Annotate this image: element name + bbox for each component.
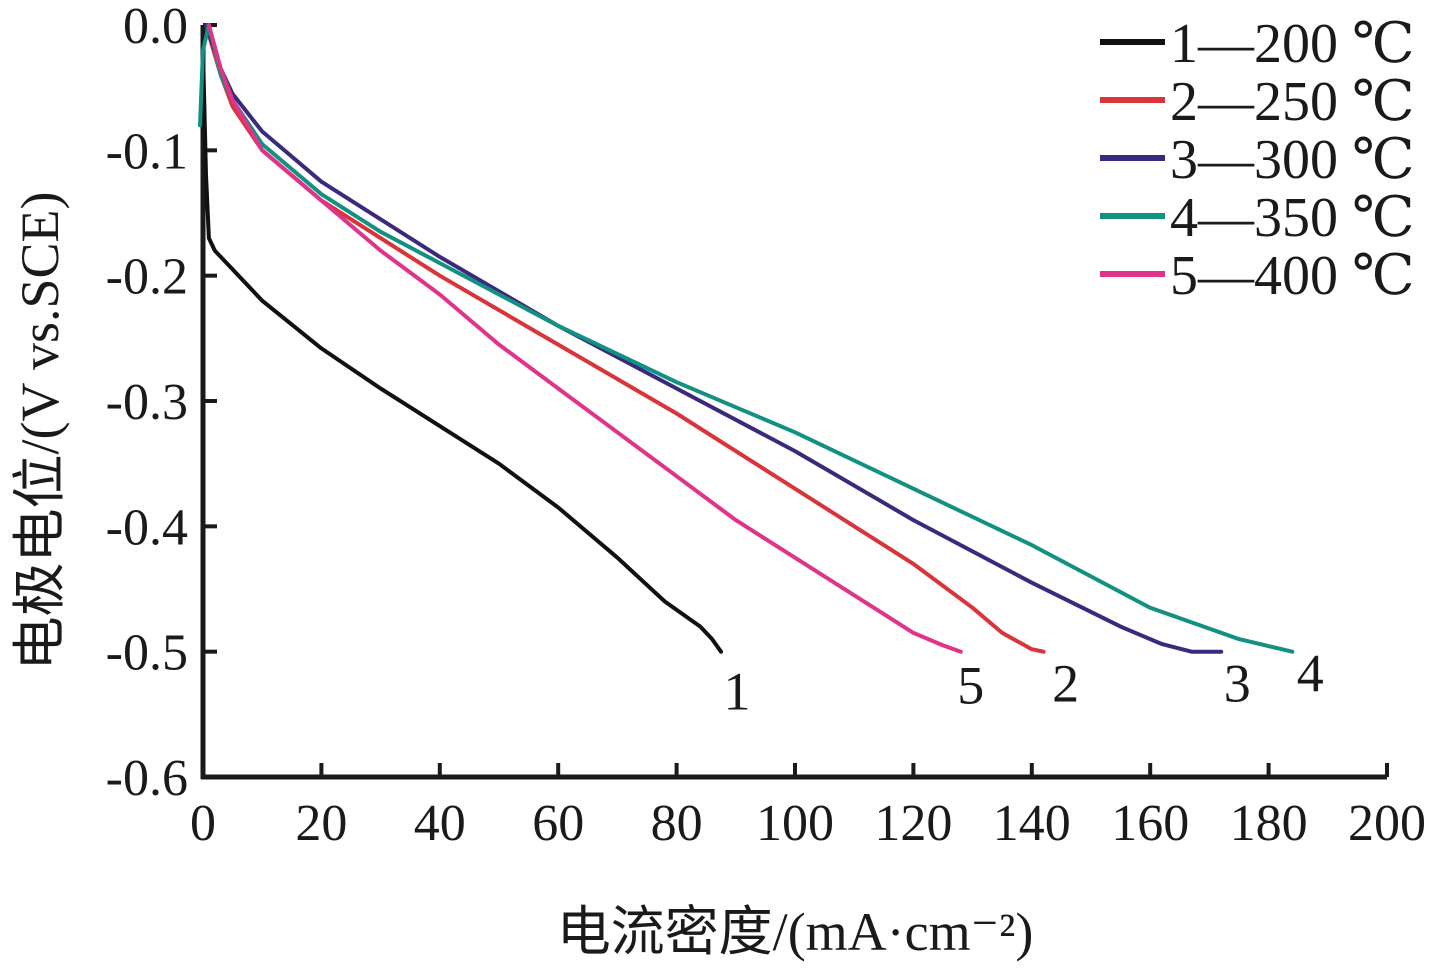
- x-tick-label: 120: [874, 795, 952, 852]
- x-tick-label: 200: [1348, 795, 1426, 852]
- legend-label-4: 4—350 ℃: [1170, 187, 1415, 249]
- series-line-3: [204, 23, 1224, 654]
- y-tick-label: -0.1: [106, 123, 188, 180]
- legend-label-5: 5—400 ℃: [1170, 245, 1415, 307]
- x-tick-label: 40: [414, 795, 466, 852]
- x-tick-label: 20: [295, 795, 347, 852]
- series-line-4: [198, 23, 1295, 654]
- x-tick-label: 180: [1230, 795, 1308, 852]
- y-tick-label: -0.6: [106, 750, 188, 807]
- x-ticks: 0 20 40 60 80 100 120 140 160 180 200: [190, 763, 1426, 852]
- y-tick-label: -0.2: [106, 249, 188, 306]
- series-group: [198, 23, 1295, 654]
- x-tick-label: 140: [993, 795, 1071, 852]
- x-tick-label: 100: [756, 795, 834, 852]
- series-end-label-5: 5: [957, 656, 984, 716]
- x-axis-title: 电流密度/(mA·cm⁻²): [557, 902, 1034, 962]
- y-tick-label: 0.0: [123, 0, 188, 55]
- x-tick-label: 0: [190, 795, 216, 852]
- series-end-label-2: 2: [1052, 654, 1079, 714]
- series-line-5: [206, 23, 963, 654]
- axes: 0 20 40 60 80 100 120 140 160 180 200 0.0 -0.1 -0.2 -…: [106, 0, 1426, 852]
- y-axis-title: 电极电位/(V vs.SCE): [10, 191, 70, 670]
- y-tick-label: -0.4: [106, 499, 188, 556]
- end-labels: 1 2 3 4 5: [724, 644, 1324, 722]
- legend-label-2: 2—250 ℃: [1170, 71, 1415, 133]
- series-line-1: [201, 48, 723, 654]
- series-end-label-4: 4: [1297, 644, 1324, 704]
- y-tick-label: -0.5: [106, 625, 188, 682]
- y-tick-label: -0.3: [106, 374, 188, 431]
- x-tick-label: 80: [651, 795, 703, 852]
- legend: 1—200 ℃2—250 ℃3—300 ℃4—350 ℃5—400 ℃: [1100, 13, 1415, 307]
- series-line-2: [204, 23, 1046, 654]
- series-end-label-1: 1: [724, 662, 751, 722]
- legend-label-1: 1—200 ℃: [1170, 13, 1415, 75]
- y-ticks: 0.0 -0.1 -0.2 -0.3 -0.4 -0.5 -0.6: [106, 0, 217, 807]
- x-tick-label: 60: [532, 795, 584, 852]
- series-end-label-3: 3: [1224, 654, 1251, 714]
- legend-label-3: 3—300 ℃: [1170, 129, 1415, 191]
- x-tick-label: 160: [1111, 795, 1189, 852]
